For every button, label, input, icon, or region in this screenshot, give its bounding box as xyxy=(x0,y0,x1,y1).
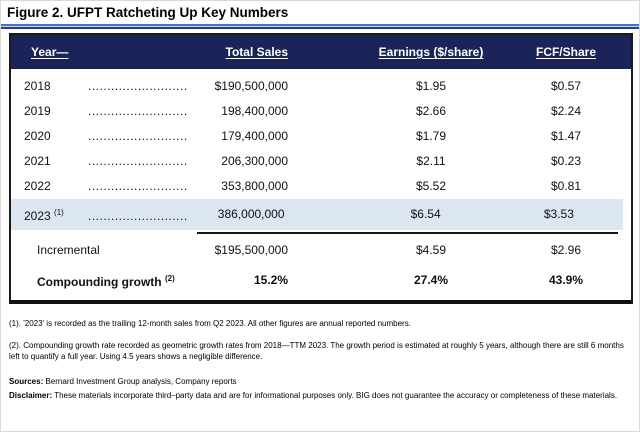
table-row-compounding-growth: Compounding growth (2) 15.2% 27.4% 43.9% xyxy=(11,266,631,294)
figure-title: Figure 2. UFPT Ratcheting Up Key Numbers xyxy=(7,5,289,20)
fcf-value: $1.47 xyxy=(550,129,582,143)
fcf-value: $2.96 xyxy=(550,243,582,257)
total-sales-value: 386,000,000 xyxy=(217,207,285,221)
header-year: Year— xyxy=(31,45,69,59)
total-sales-value: 179,400,000 xyxy=(221,129,288,143)
earnings-value: $1.79 xyxy=(415,129,447,143)
fcf-value: $3.53 xyxy=(543,207,574,221)
footnote-1: (1). '2023' is recorded as the trailing … xyxy=(9,319,411,328)
leader-dots: ................................. xyxy=(88,209,188,223)
table-row-2023-highlighted: 2023 (1)................................… xyxy=(11,199,623,230)
year-label: 2022 xyxy=(24,179,51,193)
earnings-value: $4.59 xyxy=(415,243,447,257)
header-fcf: FCF/Share xyxy=(535,45,596,59)
footnote-2: (2). Compounding growth rate recorded as… xyxy=(9,341,624,361)
year-label: 2019 xyxy=(24,104,51,118)
total-sales-value: 198,400,000 xyxy=(221,104,288,118)
header-earnings: Earnings ($/share) xyxy=(378,45,484,59)
fcf-value: $0.23 xyxy=(550,154,582,168)
sources-label: Sources: xyxy=(9,377,44,386)
summary-label: Incremental xyxy=(37,243,100,257)
year-label: 2018 xyxy=(24,79,51,93)
disclaimer-text: These materials incorporate third–party … xyxy=(54,391,618,400)
fcf-value: $0.57 xyxy=(550,79,582,93)
fcf-value: $2.24 xyxy=(550,104,582,118)
total-sales-growth: 15.2% xyxy=(253,273,288,287)
total-sales-value: 206,300,000 xyxy=(221,154,288,168)
data-table: Year— Total Sales Earnings ($/share) FCF… xyxy=(9,33,633,304)
year-label: 2023 (1) xyxy=(24,208,64,223)
table-body: 2018................................. $1… xyxy=(11,69,631,300)
table-row-2018: 2018................................. $1… xyxy=(11,74,631,99)
total-sales-value: $195,500,000 xyxy=(214,243,288,257)
earnings-value: $6.54 xyxy=(410,207,441,221)
earnings-value: $1.95 xyxy=(415,79,447,93)
footnote-ref-1: (1) xyxy=(54,208,64,217)
leader-dots: ................................. xyxy=(88,129,188,143)
header-total-sales: Total Sales xyxy=(225,45,288,59)
total-sales-value: 353,800,000 xyxy=(221,179,288,193)
summary-label: Compounding growth xyxy=(37,274,162,289)
leader-dots: ................................. xyxy=(88,179,188,193)
earnings-growth: 27.4% xyxy=(413,273,449,287)
disclaimer-line: Disclaimer: These materials incorporate … xyxy=(9,390,619,401)
table-row-incremental: Incremental $195,500,000 $4.59 $2.96 xyxy=(11,234,631,266)
sources-text: Bernard Investment Group analysis, Compa… xyxy=(45,377,237,386)
summary-separator xyxy=(197,232,618,234)
year-label: 2020 xyxy=(24,129,51,143)
earnings-value: $2.11 xyxy=(416,154,446,168)
table-row-2020: 2020................................. 17… xyxy=(11,124,631,149)
fcf-value: $0.81 xyxy=(550,179,582,193)
footnote-ref-2: (2) xyxy=(164,273,175,283)
year-label: 2021 xyxy=(24,154,51,168)
sources-line: Sources: Bernard Investment Group analys… xyxy=(9,376,631,387)
table-row-2021: 2021................................. 20… xyxy=(11,149,631,174)
table-row-2022: 2022................................. 35… xyxy=(11,174,631,199)
leader-dots: ................................. xyxy=(88,79,188,93)
table-row-2019: 2019................................. 19… xyxy=(11,99,631,124)
total-sales-value: $190,500,000 xyxy=(214,79,288,93)
leader-dots: ................................. xyxy=(88,154,188,168)
title-divider xyxy=(1,24,639,29)
earnings-value: $2.66 xyxy=(415,104,447,118)
disclaimer-label: Disclaimer: xyxy=(9,391,53,400)
fcf-growth: 43.9% xyxy=(548,273,584,287)
earnings-value: $5.52 xyxy=(415,179,447,193)
table-header-row: Year— Total Sales Earnings ($/share) FCF… xyxy=(11,35,631,69)
leader-dots: ................................. xyxy=(88,104,188,118)
